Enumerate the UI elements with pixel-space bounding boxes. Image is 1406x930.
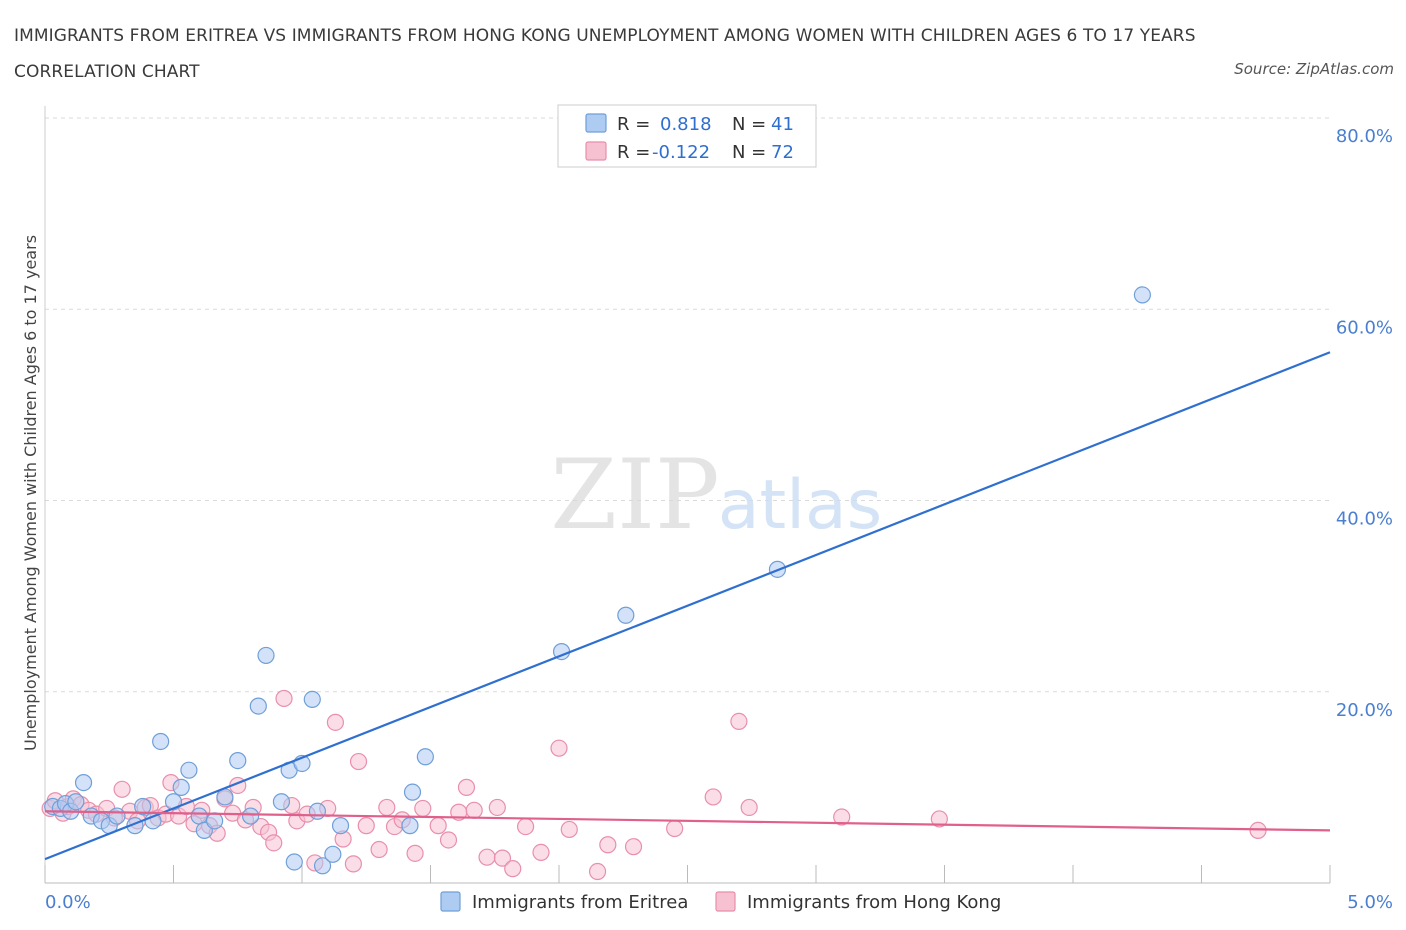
eritrea-point xyxy=(416,748,434,766)
hongkong-legend-swatch xyxy=(585,141,607,161)
hongkong-trend-line xyxy=(44,810,1331,832)
hongkong-point xyxy=(930,810,948,828)
eritrea-point xyxy=(190,807,208,825)
hongkong-point xyxy=(730,712,748,730)
hongkong-n-value: 72 xyxy=(771,142,794,163)
hongkong-point xyxy=(624,838,643,856)
eritrea-r-value: 0.818 xyxy=(660,114,712,135)
y-tick-label: 40.0% xyxy=(1336,509,1393,530)
stats-legend: R = 0.818 N = 41 R = -0.122 N = 72 xyxy=(557,104,817,168)
x-tick-label: 0.0% xyxy=(45,892,91,913)
hongkong-r-value: -0.122 xyxy=(652,142,710,163)
eritrea-point xyxy=(313,857,332,875)
source-label: Source: ZipAtlas.com xyxy=(1234,60,1394,78)
hongkong-point xyxy=(599,836,617,854)
eritrea-point xyxy=(1133,286,1151,304)
watermark-atlas: atlas xyxy=(718,466,882,545)
hongkong-point xyxy=(439,831,458,849)
eritrea-legend-swatch xyxy=(585,113,607,133)
hongkong-point xyxy=(532,843,550,862)
y-tick-label: 20.0% xyxy=(1336,700,1393,721)
hongkong-point xyxy=(465,801,483,819)
hongkong-point xyxy=(478,848,496,866)
eritrea-point xyxy=(206,812,224,830)
hongkong-point xyxy=(344,855,362,873)
eritrea-point xyxy=(272,793,291,811)
hongkong-point xyxy=(414,799,432,818)
legend-hongkong-swatch xyxy=(715,891,736,912)
hongkong-point xyxy=(833,808,851,826)
legend-eritrea-label: Immigrants from Eritrea xyxy=(472,892,688,913)
hongkong-point xyxy=(560,820,578,839)
y-tick-label: 60.0% xyxy=(1336,317,1393,338)
hongkong-point xyxy=(378,798,396,817)
eritrea-point xyxy=(331,817,350,835)
eritrea-n-value: 41 xyxy=(771,114,794,135)
hongkong-point xyxy=(275,689,293,708)
hongkong-point xyxy=(550,739,568,757)
hongkong-r-label: R = xyxy=(617,142,650,163)
tick-labels: 20.0% 40.0% 60.0% 80.0% 0.0% 5.0% xyxy=(45,126,1393,913)
eritrea-point xyxy=(303,690,321,709)
hongkong-point xyxy=(457,778,476,796)
x-tick-label: 5.0% xyxy=(1347,892,1393,913)
hongkong-point xyxy=(504,860,522,878)
eritrea-point xyxy=(242,807,260,825)
eritrea-point xyxy=(67,793,85,811)
hongkong-point xyxy=(406,844,424,862)
hongkong-point xyxy=(429,817,447,835)
legend-hongkong-label: Immigrants from Hong Kong xyxy=(747,892,1001,913)
trend-lines xyxy=(44,351,1331,861)
hongkong-point xyxy=(326,713,345,731)
eritrea-points xyxy=(44,286,1151,875)
eritrea-point xyxy=(180,761,198,779)
eritrea-point xyxy=(308,802,327,820)
hongkong-points xyxy=(41,689,1267,881)
eritrea-trend-line xyxy=(44,351,1331,861)
eritrea-n-label: N = xyxy=(732,114,766,135)
eritrea-point xyxy=(249,697,267,715)
hongkong-point xyxy=(113,780,131,798)
eritrea-point xyxy=(152,732,170,751)
hongkong-point xyxy=(493,849,512,867)
eritrea-point xyxy=(257,646,275,665)
eritrea-point xyxy=(134,797,152,816)
hongkong-point xyxy=(740,798,758,817)
eritrea-point xyxy=(285,853,303,871)
hongkong-point xyxy=(488,798,506,817)
hongkong-point xyxy=(357,817,375,835)
y-axis-label: Unemployment Among Women with Children A… xyxy=(21,235,40,751)
axes xyxy=(44,106,1331,884)
eritrea-point xyxy=(74,773,93,792)
watermark: ZIP atlas xyxy=(550,439,882,551)
hongkong-point xyxy=(265,834,283,852)
watermark-zip: ZIP xyxy=(550,439,719,551)
eritrea-point xyxy=(172,778,190,796)
eritrea-point xyxy=(229,751,247,770)
series-legend: Immigrants from Eritrea Immigrants from … xyxy=(440,891,1001,913)
hongkong-point xyxy=(349,752,368,771)
eritrea-point xyxy=(403,783,422,801)
legend-eritrea-swatch xyxy=(440,891,461,912)
hongkong-point xyxy=(666,819,684,838)
hongkong-point xyxy=(704,788,722,806)
eritrea-point xyxy=(324,845,342,863)
eritrea-point xyxy=(617,606,635,624)
hongkong-point xyxy=(370,840,388,859)
eritrea-r-label: R = xyxy=(617,114,650,135)
eritrea-point xyxy=(108,807,126,825)
chart-title: IMMIGRANTS FROM ERITREA VS IMMIGRANTS FR… xyxy=(14,26,1196,82)
eritrea-point xyxy=(401,817,419,835)
hongkong-n-label: N = xyxy=(732,142,766,163)
y-tick-label: 80.0% xyxy=(1336,126,1393,147)
hongkong-point xyxy=(588,862,607,881)
hongkong-point xyxy=(516,817,535,836)
